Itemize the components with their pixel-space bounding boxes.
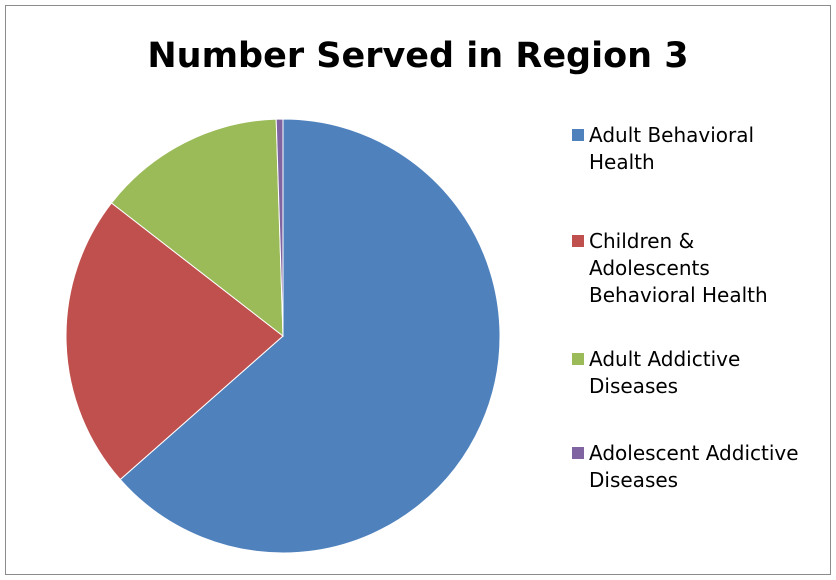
legend-label-line: Adult Addictive xyxy=(589,347,741,371)
legend-swatch-0 xyxy=(572,129,584,141)
pie-slice-0 xyxy=(119,118,501,554)
legend-label-3: Adolescent Addictive Diseases xyxy=(589,440,821,494)
legend-label-1: Children & Adolescents Behavioral Health xyxy=(589,228,821,309)
legend-label-0: Adult Behavioral Health xyxy=(589,122,821,176)
pie-slice-2 xyxy=(110,118,284,338)
legend-label-line: Adolescent Addictive xyxy=(589,441,799,465)
chart-title: Number Served in Region 3 xyxy=(147,36,689,76)
pie-slice-3 xyxy=(275,118,284,337)
legend-label-2: Adult Addictive Diseases xyxy=(589,346,821,400)
legend-swatch-3 xyxy=(572,447,584,459)
legend-label-line: Children & xyxy=(589,229,695,253)
legend-label-line: Health xyxy=(589,150,655,174)
legend-swatch-2 xyxy=(572,353,584,365)
legend-label-line: Diseases xyxy=(589,374,679,398)
legend-label-line: Behavioral Health xyxy=(589,283,768,307)
pie-slice-1 xyxy=(65,202,284,481)
legend-label-line: Adult Behavioral xyxy=(589,123,755,147)
legend-swatch-1 xyxy=(572,235,584,247)
legend-label-line: Diseases xyxy=(589,468,679,492)
legend-label-line: Adolescents xyxy=(589,256,710,280)
